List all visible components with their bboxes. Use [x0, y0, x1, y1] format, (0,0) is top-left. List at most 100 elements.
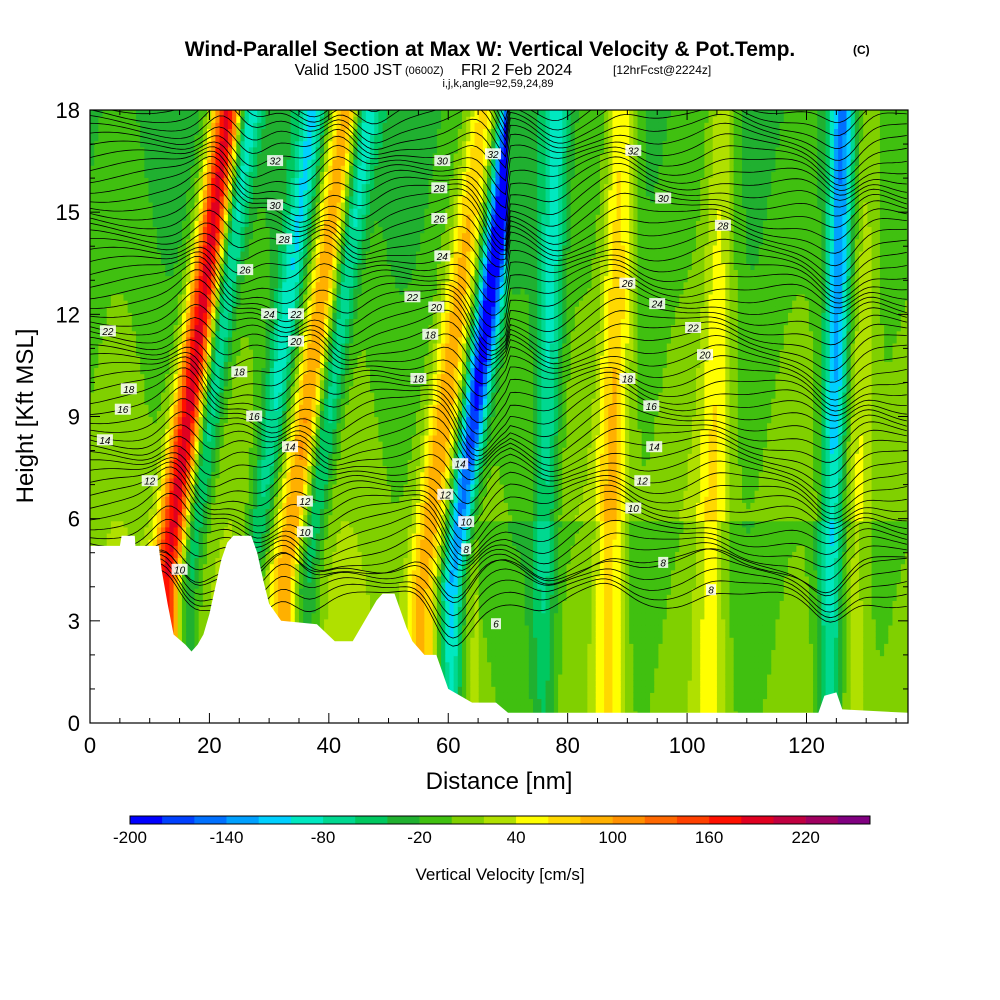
w-cell	[223, 373, 229, 381]
w-cell	[181, 300, 187, 307]
w-cell	[186, 318, 191, 326]
w-cell	[244, 257, 250, 264]
w-cell	[211, 293, 216, 301]
w-cell	[190, 545, 196, 552]
w-cell	[244, 171, 250, 179]
w-cell	[186, 563, 191, 571]
w-cell	[161, 545, 166, 552]
w-cell	[290, 214, 296, 221]
w-cell	[232, 483, 237, 491]
w-cell	[207, 342, 212, 350]
w-cell	[190, 355, 196, 362]
w-cell	[286, 483, 292, 491]
w-cell	[227, 165, 233, 172]
w-cell	[186, 146, 191, 154]
w-cell	[115, 128, 120, 136]
w-cell	[211, 146, 216, 154]
w-cell	[202, 465, 208, 473]
w-cell	[115, 214, 120, 221]
w-cell	[173, 110, 179, 117]
w-cell	[269, 539, 275, 546]
w-cell	[119, 281, 125, 289]
w-cell	[190, 532, 196, 540]
w-cell	[240, 379, 246, 387]
w-cell	[194, 624, 200, 632]
w-cell	[194, 349, 200, 356]
w-cell	[227, 441, 233, 448]
w-cell	[198, 281, 204, 289]
w-cell	[240, 496, 246, 503]
w-cell	[190, 232, 196, 240]
w-cell	[261, 269, 267, 277]
w-cell	[232, 385, 237, 393]
w-cell	[265, 342, 271, 350]
w-cell	[286, 355, 292, 362]
w-cell	[90, 349, 95, 356]
w-cell	[261, 220, 267, 228]
w-cell	[190, 416, 196, 424]
w-cell	[90, 318, 95, 326]
w-cell	[140, 250, 145, 258]
w-cell	[257, 385, 262, 393]
w-cell	[198, 563, 204, 571]
w-cell	[127, 214, 133, 221]
w-cell	[265, 116, 271, 123]
w-cell	[94, 312, 99, 320]
w-cell	[198, 453, 204, 461]
w-cell	[186, 643, 191, 651]
w-cell	[90, 324, 95, 332]
w-cell	[135, 477, 141, 485]
w-cell	[253, 428, 258, 436]
w-cell	[186, 588, 191, 595]
w-cell	[173, 134, 179, 142]
w-cell	[227, 471, 233, 479]
w-cell	[257, 238, 262, 246]
w-cell	[261, 226, 267, 234]
w-cell	[165, 306, 171, 313]
w-cell	[181, 465, 187, 473]
w-cell	[94, 532, 99, 540]
w-cell	[282, 287, 288, 295]
w-cell	[123, 238, 129, 246]
w-cell	[207, 312, 212, 320]
w-cell	[177, 594, 183, 601]
w-cell	[186, 195, 191, 203]
w-cell	[273, 453, 279, 461]
w-cell	[198, 324, 204, 332]
w-cell	[123, 306, 129, 313]
w-cell	[165, 410, 171, 418]
w-cell	[232, 116, 237, 123]
w-cell	[98, 508, 104, 516]
w-cell	[253, 355, 258, 362]
w-cell	[177, 557, 183, 565]
w-cell	[223, 471, 229, 479]
w-cell	[253, 324, 258, 332]
w-cell	[135, 189, 141, 197]
w-cell	[286, 140, 292, 148]
w-cell	[240, 490, 246, 497]
w-cell	[211, 349, 216, 356]
w-cell	[211, 490, 216, 497]
w-cell	[282, 398, 288, 405]
w-cell	[286, 250, 292, 258]
w-cell	[240, 471, 246, 479]
w-cell	[273, 208, 279, 215]
w-cell	[240, 165, 246, 172]
w-cell	[240, 300, 246, 307]
w-cell	[211, 477, 216, 485]
w-cell	[110, 385, 116, 393]
w-cell	[207, 238, 212, 246]
w-cell	[198, 287, 204, 295]
w-cell	[131, 428, 137, 436]
w-cell	[102, 134, 108, 142]
w-cell	[202, 385, 208, 393]
w-cell	[161, 275, 166, 283]
w-cell	[227, 134, 233, 142]
w-cell	[186, 349, 191, 356]
w-cell	[177, 269, 183, 277]
w-cell	[211, 122, 216, 129]
w-cell	[207, 171, 212, 179]
w-cell	[194, 306, 200, 313]
w-cell	[177, 342, 183, 350]
w-cell	[248, 342, 254, 350]
